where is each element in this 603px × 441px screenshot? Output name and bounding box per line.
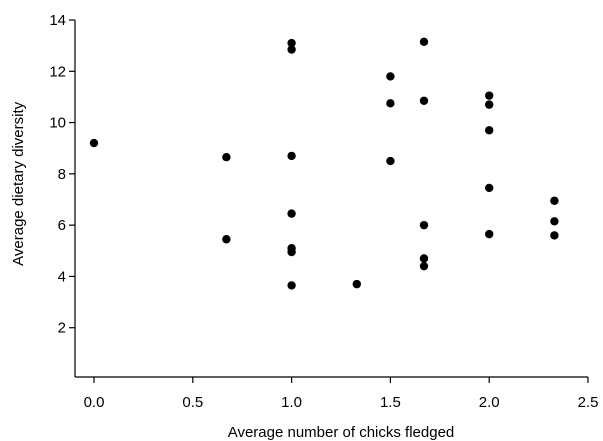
data-point	[485, 100, 494, 109]
y-axis-ticks: 2 4 6 8 10 12 14	[49, 12, 75, 337]
data-point	[222, 235, 231, 244]
data-point	[485, 126, 494, 135]
y-tick-label: 14	[49, 12, 66, 29]
data-point	[89, 138, 99, 148]
data-point	[287, 281, 296, 290]
data-point	[287, 151, 296, 161]
data-point	[287, 247, 296, 257]
data-point	[485, 91, 494, 100]
data-points	[89, 37, 559, 290]
data-point	[550, 196, 559, 205]
x-axis-title: Average number of chicks fledged	[228, 424, 455, 441]
y-tick-label: 12	[49, 63, 66, 80]
data-point	[550, 231, 559, 240]
x-axis-ticks: 0.0 0.5 1.0 1.5 2.0 2.5	[84, 377, 599, 411]
x-tick-label: 0.0	[84, 394, 105, 411]
x-tick-label: 2.0	[479, 394, 500, 411]
y-tick-label: 4	[58, 268, 66, 285]
data-point	[419, 96, 429, 105]
data-point	[485, 229, 494, 239]
data-point	[287, 45, 296, 54]
data-point	[386, 156, 395, 166]
data-point	[287, 209, 296, 218]
y-tick-label: 8	[58, 166, 66, 183]
x-tick-label: 2.5	[578, 394, 599, 411]
data-point	[352, 279, 362, 289]
data-point	[386, 72, 395, 81]
data-point	[419, 220, 429, 230]
y-tick-label: 6	[58, 217, 66, 234]
data-point	[419, 37, 429, 46]
data-point	[287, 38, 296, 48]
y-axis-title: Average dietary diversity	[10, 101, 27, 265]
y-tick-label: 2	[58, 320, 66, 337]
data-point	[485, 183, 494, 193]
axes	[74, 20, 588, 378]
y-tick-label: 10	[49, 115, 66, 132]
x-tick-label: 1.0	[281, 394, 302, 411]
data-point	[419, 254, 429, 263]
data-point	[386, 99, 395, 108]
data-point	[550, 217, 559, 226]
x-tick-label: 1.5	[380, 394, 401, 411]
data-point	[419, 261, 429, 271]
x-tick-label: 0.5	[182, 394, 203, 411]
data-point	[222, 152, 231, 162]
